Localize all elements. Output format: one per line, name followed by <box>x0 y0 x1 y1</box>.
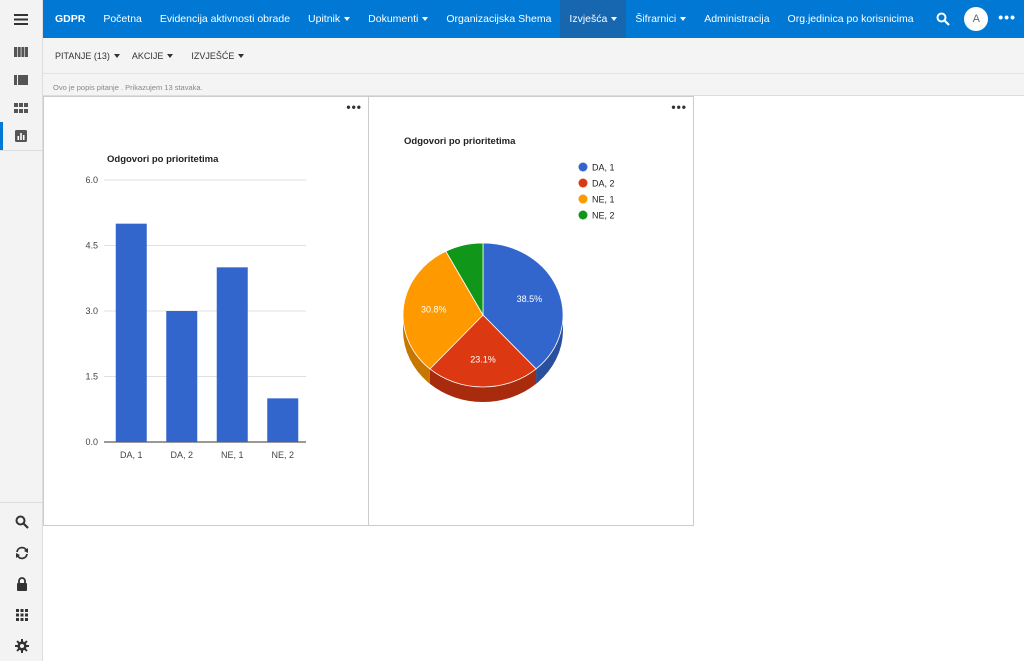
izvjesce-label: IZVJEŠĆE <box>191 50 235 61</box>
y-tick-label: 4.5 <box>85 241 98 251</box>
y-tick-label: 0.0 <box>85 437 98 447</box>
nav-item-label: Početna <box>103 13 142 25</box>
chevron-down-icon <box>167 53 174 58</box>
nav-item-2[interactable]: Upitnik <box>299 0 359 38</box>
search-icon[interactable] <box>0 506 43 537</box>
chevron-down-icon <box>422 17 429 21</box>
chevron-down-icon <box>344 17 351 21</box>
nav-item-1[interactable]: Evidencija aktivnosti obrade <box>151 0 299 38</box>
pie-chart-title: Odgovori po prioritetima <box>404 136 516 147</box>
nav-item-0[interactable]: Početna <box>94 0 151 38</box>
pie-chart-panel: ••• Odgovori po prioritetima 38.5% 23.1% 3… <box>368 96 694 526</box>
legend-marker <box>578 210 588 220</box>
apps-icon[interactable] <box>0 599 43 630</box>
bar[interactable] <box>115 223 147 442</box>
grid-view-icon[interactable] <box>0 94 42 122</box>
bar-chart-panel: ••• Odgovori po prioritetima 6.0 4.5 3.0 1.… <box>43 96 369 526</box>
nav-item-label: Org.jedinica po korisnicima <box>787 13 914 25</box>
legend-marker <box>578 162 588 172</box>
pitanje-label: PITANJE (13) <box>55 50 110 61</box>
nav-brand[interactable]: GDPR <box>55 13 86 25</box>
x-tick-label: NE, 2 <box>271 450 294 460</box>
pie-percent-label: 30.8% <box>421 305 447 315</box>
x-tick-label: DA, 2 <box>170 450 193 460</box>
pie-slice-side <box>403 315 430 384</box>
chevron-down-icon <box>113 53 120 58</box>
bar-chart: 6.0 4.5 3.0 1.5 0.0 DA, 1 DA, 2 NE, 1 NE, 2 <box>85 175 306 460</box>
nav-item-5[interactable]: Izvješća <box>560 0 627 38</box>
pie-percent-label: 23.1% <box>470 355 496 365</box>
top-actions: A ••• <box>936 0 1024 38</box>
pie-slice-side <box>536 315 563 384</box>
legend-marker <box>578 178 588 188</box>
legend-label: NE, 1 <box>592 195 615 205</box>
nav-item-label: Upitnik <box>308 13 341 25</box>
legend-label: NE, 2 <box>592 211 615 221</box>
lock-icon[interactable] <box>0 568 43 599</box>
pie-slice[interactable] <box>445 242 484 317</box>
nav-item-8[interactable]: Org.jedinica po korisnicima <box>779 0 923 38</box>
nav-item-3[interactable]: Dokumenti <box>359 0 437 38</box>
nav-item-4[interactable]: Organizacijska Shema <box>437 0 560 38</box>
pie-chart: 38.5% 23.1% 30.8% DA, 1 DA, 2 NE, 1 NE, 2 <box>402 162 615 403</box>
x-tick-label: DA, 1 <box>120 450 143 460</box>
bar[interactable] <box>216 267 248 442</box>
rail-tools <box>0 506 43 661</box>
more-icon[interactable]: ••• <box>998 9 1016 25</box>
menu-icon[interactable] <box>0 0 42 38</box>
chevron-down-icon <box>238 53 245 58</box>
command-bar: PITANJE (13) AKCIJE IZVJEŠĆE <box>43 38 1024 74</box>
list-view-icon[interactable] <box>0 66 42 94</box>
legend-marker <box>578 194 588 204</box>
nav-item-label: Administracija <box>704 13 770 25</box>
akcije-dropdown[interactable]: AKCIJE <box>126 51 180 61</box>
akcije-label: AKCIJE <box>131 50 164 61</box>
y-tick-label: 1.5 <box>85 372 98 382</box>
left-rail <box>0 0 43 661</box>
nav-item-label: Organizacijska Shema <box>446 13 552 25</box>
pie-percent-label: 38.5% <box>517 294 543 304</box>
panel-menu-icon[interactable]: ••• <box>671 100 687 114</box>
bar[interactable] <box>166 311 198 442</box>
nav-item-label: Šifrarnici <box>635 13 677 25</box>
nav-item-label: Izvješća <box>569 13 608 25</box>
chart-view-icon[interactable] <box>0 122 42 150</box>
settings-gear-icon[interactable] <box>0 630 43 661</box>
info-bar: Ovo je popis pitanje . Prikazujem 13 sta… <box>43 74 1024 96</box>
legend-label: DA, 1 <box>592 163 615 173</box>
chevron-down-icon <box>611 17 618 21</box>
refresh-icon[interactable] <box>0 537 43 568</box>
y-tick-label: 6.0 <box>85 175 98 185</box>
pie-slice-side <box>429 368 537 403</box>
y-tick-label: 3.0 <box>85 306 98 316</box>
izvjesce-dropdown[interactable]: IZVJEŠĆE <box>185 51 250 61</box>
x-tick-label: NE, 1 <box>221 450 244 460</box>
bar-chart-title: Odgovori po prioritetima <box>107 154 219 165</box>
search-icon[interactable] <box>936 12 951 26</box>
avatar[interactable]: A <box>964 7 989 31</box>
pie-slice[interactable] <box>402 250 484 370</box>
chevron-down-icon <box>680 17 687 21</box>
info-text: Ovo je popis pitanje . Prikazujem 13 sta… <box>53 83 203 92</box>
nav-item-label: Evidencija aktivnosti obrade <box>159 13 291 25</box>
pitanje-dropdown[interactable]: PITANJE (13) <box>49 51 126 61</box>
top-nav: GDPR Početna Evidencija aktivnosti obrade… <box>43 0 1024 38</box>
panel-menu-icon[interactable]: ••• <box>346 100 362 114</box>
columns-view-icon[interactable] <box>0 38 42 66</box>
nav-item-7[interactable]: Administracija <box>695 0 778 38</box>
nav-item-label: Dokumenti <box>368 13 419 25</box>
bar[interactable] <box>267 398 299 442</box>
pie-slice[interactable] <box>482 242 564 370</box>
nav-item-6[interactable]: Šifrarnici <box>626 0 695 38</box>
pie-slice[interactable] <box>429 314 537 388</box>
legend-label: DA, 2 <box>592 179 615 189</box>
